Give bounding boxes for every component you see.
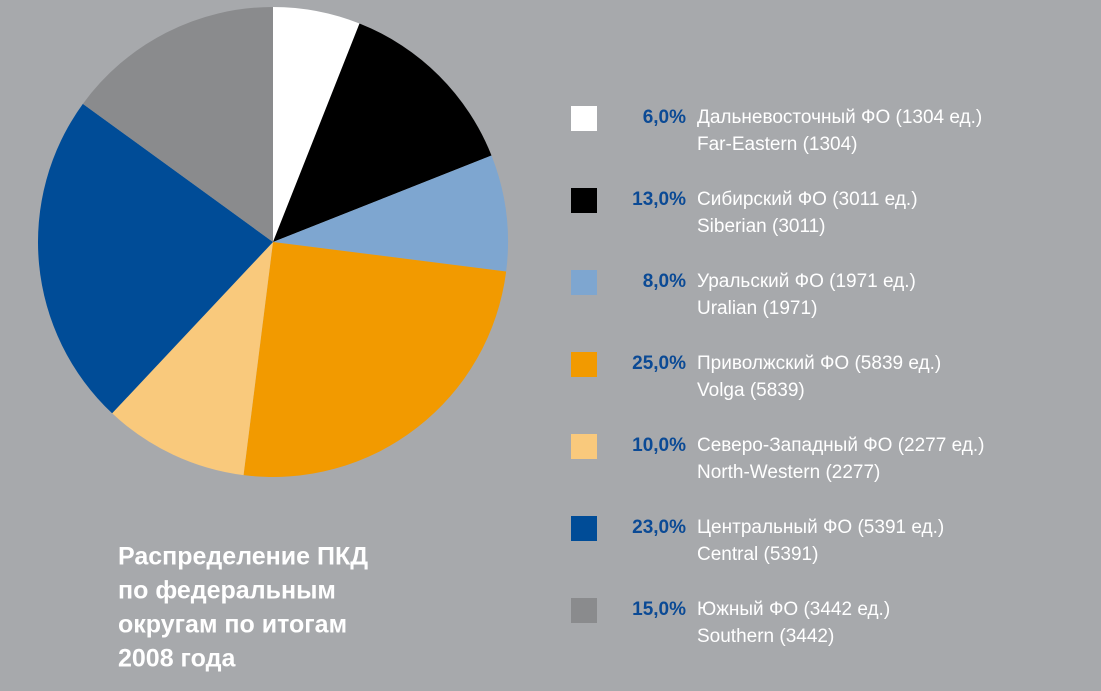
chart-title: по федеральным xyxy=(118,577,336,605)
legend-swatch xyxy=(571,434,597,459)
legend-swatch xyxy=(571,352,597,377)
legend-percent: 6,0% xyxy=(643,107,686,128)
legend-percent: 15,0% xyxy=(632,599,686,620)
legend-percent: 8,0% xyxy=(643,271,686,292)
legend-label: Сибирский ФО (3011 ед.) xyxy=(697,189,918,210)
chart-title: округам по итогам xyxy=(118,611,347,639)
legend-label-en: Volga (5839) xyxy=(697,380,805,401)
pie-slice xyxy=(273,23,492,242)
pie-slice xyxy=(112,242,273,476)
legend-label-en: Southern (3442) xyxy=(697,626,834,647)
legend-percent: 13,0% xyxy=(632,189,686,210)
legend-percent: 25,0% xyxy=(632,353,686,374)
legend-label: Уральский ФО (1971 ед.) xyxy=(697,271,916,292)
legend-swatch xyxy=(571,516,597,541)
legend-label-en: Far-Eastern (1304) xyxy=(697,134,858,155)
legend-label: Южный ФО (3442 ед.) xyxy=(697,599,890,620)
pie-slice xyxy=(82,7,273,242)
legend-swatch xyxy=(571,598,597,623)
chart-title: 2008 года xyxy=(118,645,236,673)
legend-label-en: North-Western (2277) xyxy=(697,462,880,483)
legend-percent: 23,0% xyxy=(632,517,686,538)
legend-label-en: Uralian (1971) xyxy=(697,298,817,319)
legend-percent: 10,0% xyxy=(632,435,686,456)
legend-swatch xyxy=(571,106,597,131)
legend-label: Центральный ФО (5391 ед.) xyxy=(697,517,944,538)
chart-title: Распределение ПКД xyxy=(118,543,368,571)
pie-slice xyxy=(37,103,273,414)
legend-label-en: Siberian (3011) xyxy=(697,216,826,237)
legend-label: Северо-Западный ФО (2277 ед.) xyxy=(697,435,984,456)
legend-swatch xyxy=(571,188,597,213)
legend-label-en: Central (5391) xyxy=(697,544,818,565)
pie-slice xyxy=(243,242,507,477)
legend-label: Приволжский ФО (5839 ед.) xyxy=(697,353,941,374)
pie-slice xyxy=(273,7,360,242)
legend-label: Дальневосточный ФО (1304 ед.) xyxy=(697,107,982,128)
legend-swatch xyxy=(571,270,597,295)
pie-slice xyxy=(273,155,508,272)
